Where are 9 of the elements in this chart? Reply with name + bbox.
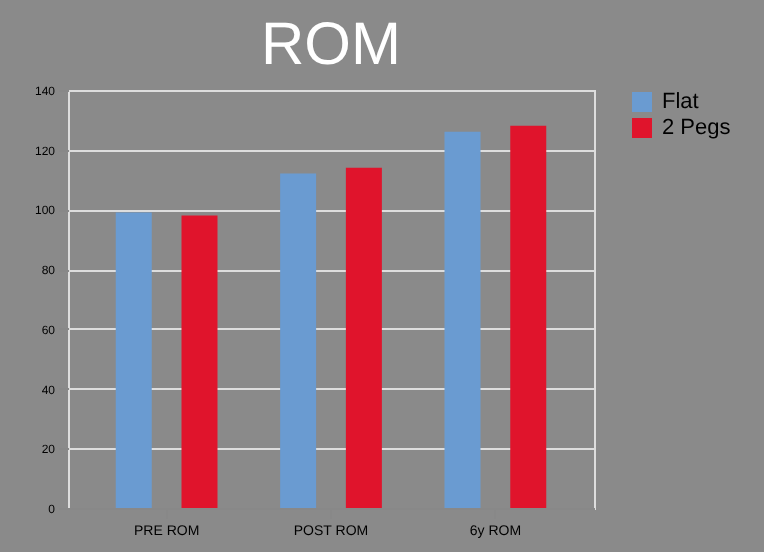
legend-label: 2 Pegs [662,116,732,140]
bar [280,173,317,508]
bar [444,131,481,508]
bar [181,215,218,508]
bar [345,167,382,508]
chart-title: ROM [261,12,401,78]
legend-label: Flat [662,90,699,114]
bar [115,212,152,508]
bar [510,125,547,508]
